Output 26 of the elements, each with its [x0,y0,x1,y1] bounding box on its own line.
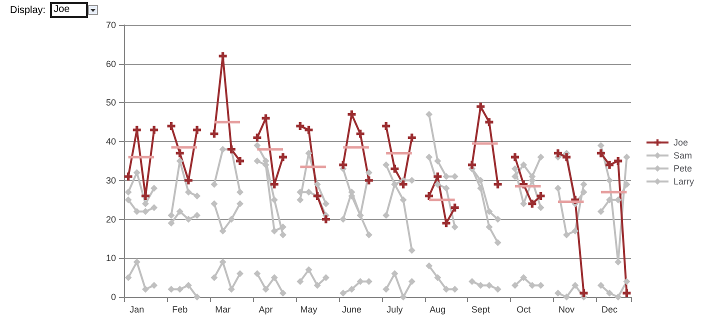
x-tick-label: Apr [258,304,273,314]
y-tick-label: 60 [106,58,116,69]
y-tick-label: 20 [106,214,116,224]
y-tick-label: 30 [106,175,116,186]
text: Joe [50,2,88,18]
x-tick-label: Nov [558,304,576,314]
x-tick-label: Oct [516,304,532,314]
y-tick-label: 50 [106,98,116,108]
x-tick-label: Aug [430,304,446,314]
x-tick-label: July [386,304,404,314]
text: Display: [10,4,46,16]
x-tick-label: Mar [215,304,231,314]
legend-label: Joe [673,138,688,148]
legend-label: Sam [673,150,692,160]
x-tick-label: June [342,304,362,314]
y-tick-label: 0 [110,292,116,302]
x-tick-label: May [300,304,318,314]
legend-label: Pete [673,164,692,174]
y-tick-label: 70 [106,20,116,30]
y-tick-label: 10 [106,253,116,264]
x-tick-label: Dec [602,304,618,314]
y-tick-label: 40 [106,136,116,147]
legend-label: Larry [673,176,694,186]
x-tick-label: Jan [130,304,144,314]
x-tick-label: Feb [172,304,188,314]
x-tick-label: Sept [471,304,490,314]
